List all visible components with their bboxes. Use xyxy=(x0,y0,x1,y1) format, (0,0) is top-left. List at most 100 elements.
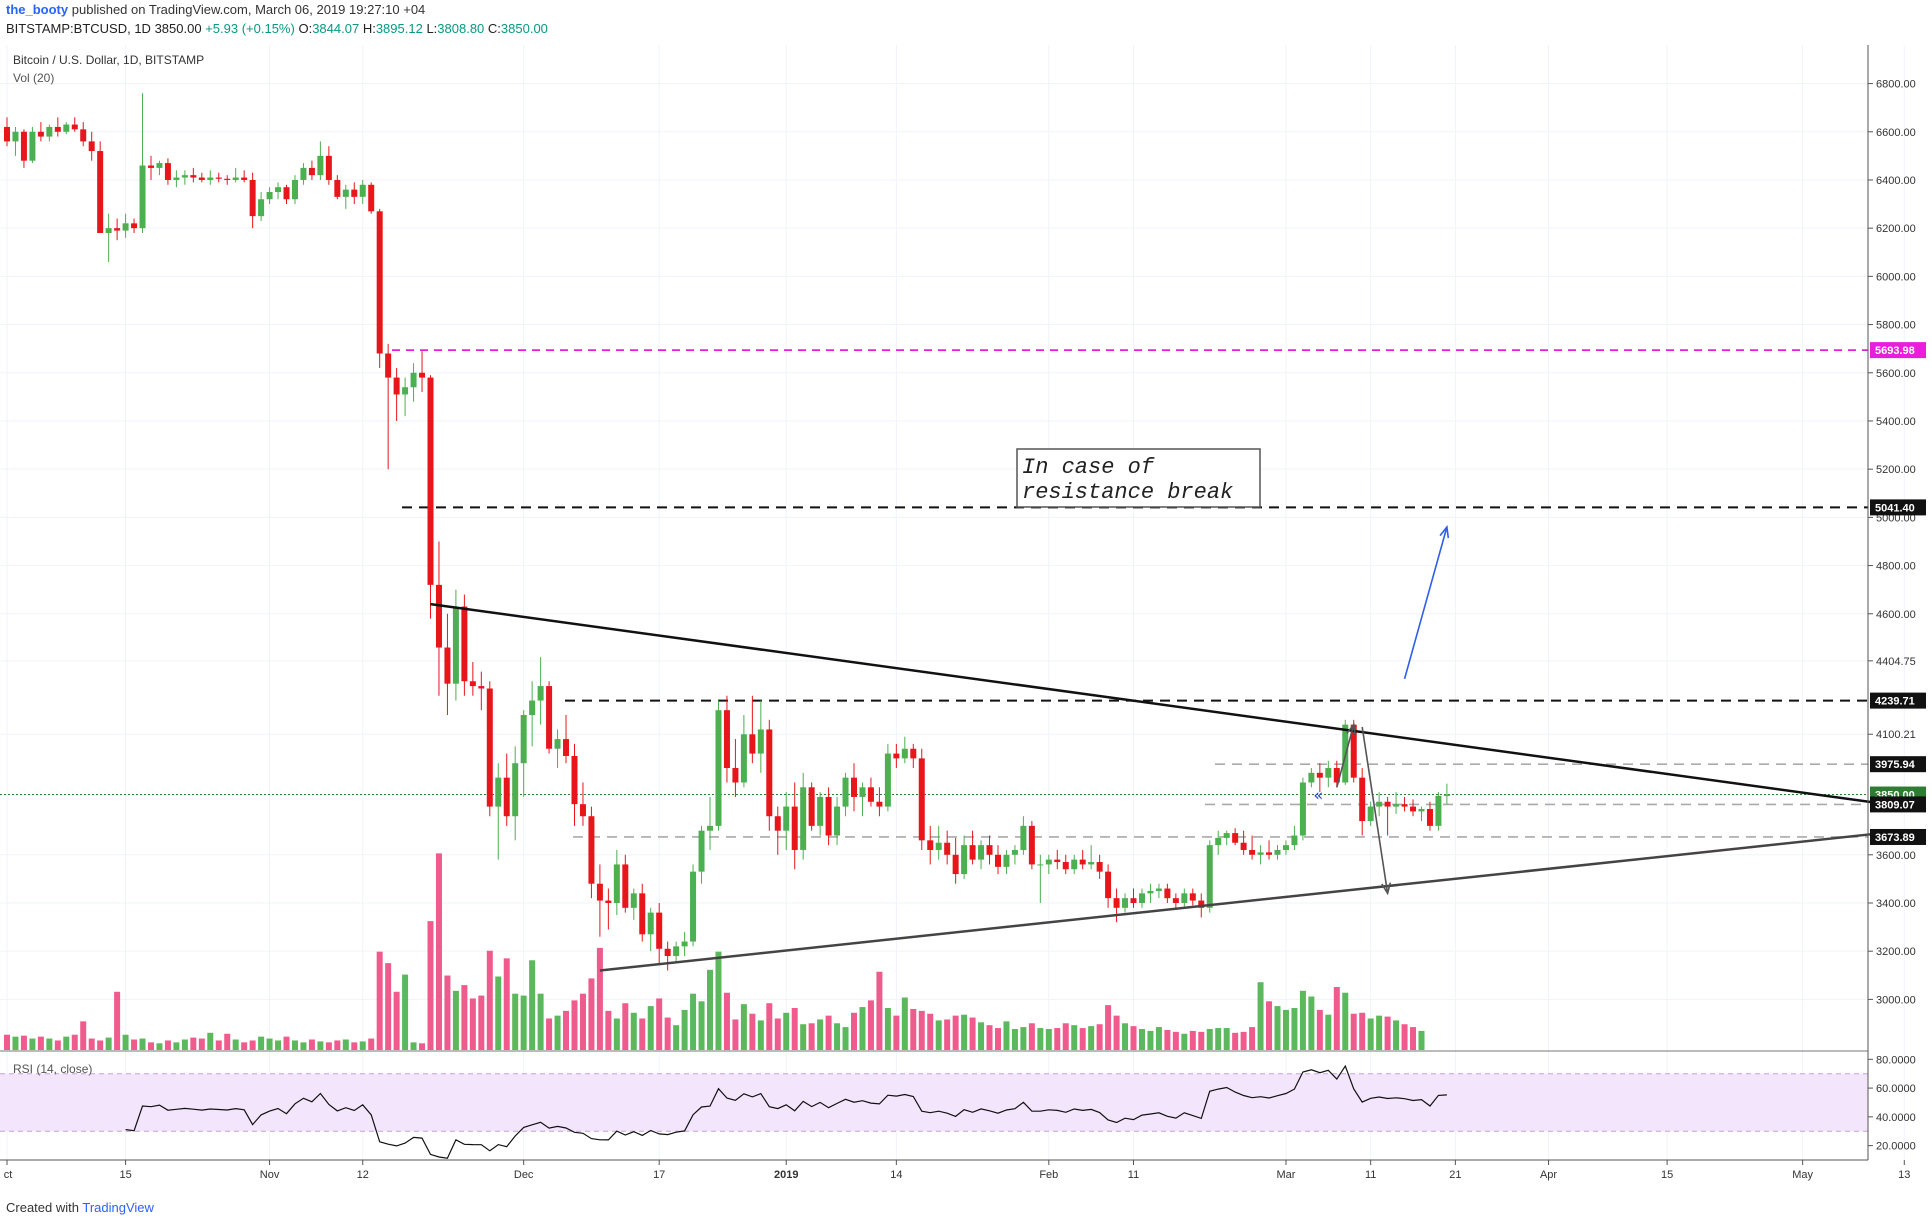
publish-date: published on TradingView.com, March 06, … xyxy=(71,2,426,17)
volume-bar xyxy=(910,1008,917,1050)
volume-bar xyxy=(300,1042,307,1050)
candle-body xyxy=(224,178,231,180)
volume-bar xyxy=(1028,1023,1035,1050)
last-price: 3850.00 xyxy=(154,21,202,36)
volume-bar xyxy=(808,1023,815,1050)
volume-bar xyxy=(918,1010,925,1050)
volume-bar xyxy=(994,1028,1001,1050)
volume-bar xyxy=(1359,1012,1366,1050)
down-arrow-grey-head xyxy=(1381,882,1392,896)
rsi-tick-label: 40.0000 xyxy=(1876,1112,1916,1124)
rsi-line xyxy=(125,1064,1447,1159)
candle-body xyxy=(647,912,654,935)
candle-body xyxy=(308,167,315,176)
volume-bar xyxy=(596,947,603,1050)
candle-body xyxy=(563,739,570,756)
volume-bar xyxy=(825,1015,832,1050)
volume-bar xyxy=(749,1013,756,1050)
volume-bar xyxy=(639,1018,646,1050)
candle-body xyxy=(20,131,27,161)
volume-bar xyxy=(452,990,459,1050)
volume-bar xyxy=(656,998,663,1050)
candle-body xyxy=(1113,898,1120,908)
volume-bar xyxy=(961,1014,968,1050)
series-title: Bitcoin / U.S. Dollar, 1D, BITSTAMP xyxy=(13,53,204,67)
candle-body xyxy=(842,777,849,807)
time-tick-label: Dec xyxy=(514,1169,534,1181)
candle-body xyxy=(334,179,341,197)
high-value: 3895.12 xyxy=(375,21,423,36)
candle-body xyxy=(1350,724,1357,778)
volume-bar xyxy=(325,1042,332,1050)
time-tick-label: ct xyxy=(4,1169,13,1181)
rsi-tick-label: 80.0000 xyxy=(1876,1054,1916,1066)
candle-body xyxy=(834,806,841,836)
volume-bar xyxy=(266,1038,273,1050)
candle-body xyxy=(486,688,493,807)
price-tick-label: 6000.00 xyxy=(1876,271,1916,283)
volume-bar xyxy=(71,1034,78,1050)
volume-bar xyxy=(537,993,544,1050)
candle-body xyxy=(1164,888,1171,899)
candle-body xyxy=(927,840,934,850)
candle-body xyxy=(707,825,714,831)
chart-canvas[interactable]: « 3000.00 3200.00 3400.00 3600.00 4100.21 440… xyxy=(0,45,1932,1195)
candle-body xyxy=(258,199,265,217)
candle-body xyxy=(63,124,70,132)
volume-bar xyxy=(1096,1024,1103,1050)
price-marker-icon: « xyxy=(1313,786,1323,805)
volume-bar xyxy=(207,1032,214,1050)
price-tick-label: 5800.00 xyxy=(1876,320,1916,332)
candle-body xyxy=(1316,772,1323,778)
time-tick-label: 14 xyxy=(890,1169,902,1181)
volume-bar xyxy=(190,1037,197,1050)
volume-bar xyxy=(579,993,586,1050)
volume-bar xyxy=(783,1012,790,1050)
volume-bar xyxy=(469,998,476,1050)
candle-body xyxy=(1147,890,1154,894)
candle-body xyxy=(1206,845,1213,908)
volume-title: Vol (20) xyxy=(13,71,54,85)
volume-bar xyxy=(1223,1028,1230,1050)
candle-body xyxy=(427,377,434,585)
breakout-arrow xyxy=(1403,526,1448,680)
candle-body xyxy=(1105,871,1112,899)
candle-body xyxy=(291,179,298,200)
volume-bar xyxy=(1232,1032,1239,1050)
time-tick-label: Feb xyxy=(1039,1169,1058,1181)
volume-bar xyxy=(486,950,493,1050)
volume-bar xyxy=(1418,1030,1425,1050)
candle-body xyxy=(190,175,197,178)
volume-bar xyxy=(588,978,595,1050)
candle-body xyxy=(1359,777,1366,822)
candle-body xyxy=(952,854,959,875)
footer: Created with TradingView xyxy=(6,1200,154,1215)
candle-body xyxy=(656,912,663,949)
candle-body xyxy=(859,787,866,797)
price-label-text: 3809.07 xyxy=(1875,799,1915,811)
volume-bar xyxy=(757,1020,764,1050)
volume-bar xyxy=(54,1040,61,1050)
candle-body xyxy=(808,787,815,826)
symbol-label: BITSTAMP:BTCUSD, 1D xyxy=(6,21,151,36)
volume-bar xyxy=(342,1039,349,1050)
time-tick-label: 21 xyxy=(1449,1169,1461,1181)
candle-body xyxy=(122,223,129,231)
candle-body xyxy=(232,177,239,180)
author-name[interactable]: the_booty xyxy=(6,2,69,17)
volume-bar xyxy=(1266,1001,1273,1050)
candle-body xyxy=(181,175,188,178)
volume-bar xyxy=(376,951,383,1050)
tradingview-logo[interactable]: TradingView xyxy=(82,1200,154,1215)
volume-bar xyxy=(605,1010,612,1050)
candle-body xyxy=(207,177,214,180)
candle-body xyxy=(88,141,95,152)
volume-bar xyxy=(520,995,527,1050)
volume-bar xyxy=(698,1001,705,1050)
candle-body xyxy=(4,126,10,142)
time-tick-label: 15 xyxy=(119,1169,131,1181)
volume-bar xyxy=(935,1020,942,1050)
created-with-label: Created with xyxy=(6,1200,79,1215)
rsi-title: RSI (14, close) xyxy=(13,1062,92,1076)
annotation-box[interactable]: In case of resistance break xyxy=(1016,448,1261,508)
